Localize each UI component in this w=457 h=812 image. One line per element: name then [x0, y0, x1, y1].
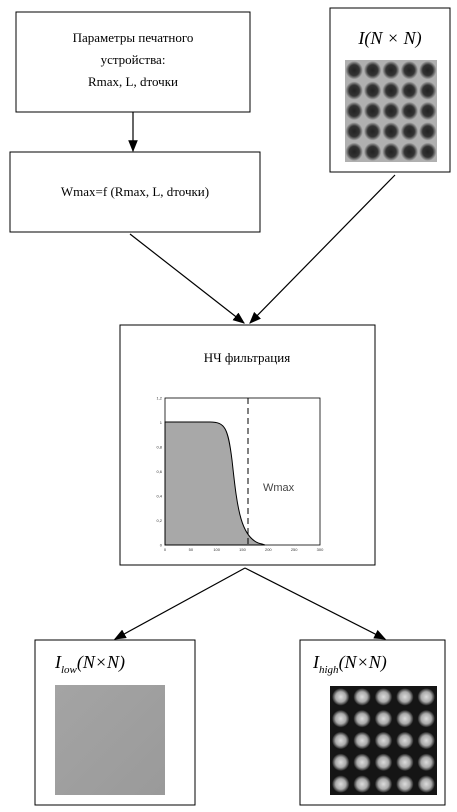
- plot-annotation: Wmax: [263, 482, 295, 494]
- arrow: [250, 175, 395, 323]
- params-line: Rmax, L, dточки: [88, 74, 178, 89]
- arrow: [115, 568, 245, 639]
- x-tick-label: 250: [291, 547, 298, 552]
- subscript: high: [319, 664, 339, 676]
- wmax-formula: Wmax=f (Rmax, L, dточки): [61, 184, 209, 199]
- high-image: [330, 686, 437, 795]
- low-image: [55, 685, 165, 795]
- size: (N×N): [77, 652, 125, 673]
- params-line: Параметры печатного: [73, 30, 194, 45]
- size: (N×N): [339, 652, 387, 673]
- x-tick-label: 300: [317, 547, 324, 552]
- arrow: [130, 234, 244, 323]
- arrow: [245, 568, 385, 639]
- x-tick-label: 100: [213, 547, 220, 552]
- x-tick-label: 50: [189, 547, 194, 552]
- y-tick-label: 0,4: [156, 494, 162, 499]
- y-tick-label: 0,6: [156, 469, 162, 474]
- subscript: low: [61, 664, 78, 676]
- input-image: [345, 60, 437, 162]
- y-tick-label: 1,2: [156, 396, 162, 401]
- diagram: Параметры печатного устройства: Rmax, L,…: [0, 0, 457, 812]
- x-tick-label: 200: [265, 547, 272, 552]
- y-tick-label: 0,2: [156, 518, 162, 523]
- filter-title: НЧ фильтрация: [204, 350, 290, 365]
- size: (N × N): [364, 28, 421, 49]
- y-tick-label: 0,8: [156, 445, 162, 450]
- x-tick-label: 150: [239, 547, 246, 552]
- input-title: I(N × N): [357, 28, 421, 49]
- params-line: устройства:: [101, 52, 166, 67]
